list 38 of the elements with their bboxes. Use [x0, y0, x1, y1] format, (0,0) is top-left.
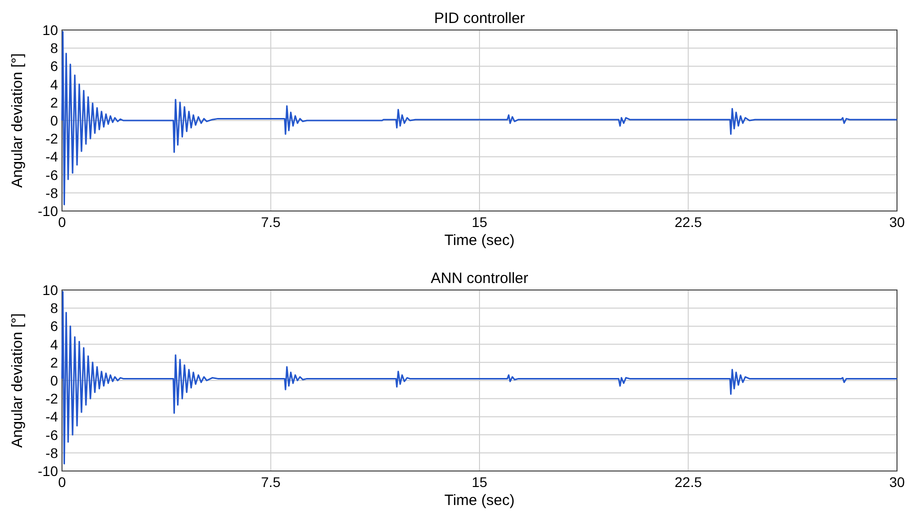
y-tick-label: -6: [46, 166, 58, 183]
y-tick-label: 6: [50, 58, 58, 74]
y-axis-title: Angular deviation [°]: [9, 313, 26, 448]
y-tick-label: 10: [42, 282, 58, 298]
x-tick-label: 7.5: [261, 474, 281, 490]
y-tick-label: -8: [46, 184, 58, 201]
y-tick-label: 2: [50, 354, 58, 370]
y-tick-label: -8: [46, 444, 58, 461]
y-tick-label: 0: [50, 112, 58, 128]
x-tick-label: 7.5: [261, 214, 281, 230]
y-axis-title: Angular deviation [°]: [9, 53, 26, 188]
line-series: [61, 31, 898, 206]
x-tick-label: 15: [472, 474, 488, 490]
y-tick-label: -4: [46, 408, 58, 425]
y-tick-label: 8: [50, 40, 58, 56]
y-tick-label: -10: [38, 203, 58, 219]
line-series: [61, 291, 898, 465]
x-tick-label: 30: [889, 214, 905, 230]
y-tick-label: -2: [46, 390, 58, 407]
y-tick-label: 10: [42, 22, 58, 38]
y-tick-label: 6: [50, 318, 58, 334]
y-tick-label: -2: [46, 130, 58, 147]
y-tick-label: -6: [46, 426, 58, 443]
y-tick-label: 2: [50, 94, 58, 110]
x-axis-title: Time (sec): [444, 492, 515, 509]
chart-title: ANN controller: [430, 270, 528, 287]
x-tick-label: 22.5: [674, 474, 702, 490]
x-tick-label: 22.5: [674, 214, 702, 230]
x-axis-title: Time (sec): [444, 232, 515, 249]
y-tick-label: 4: [50, 336, 58, 352]
chart-title: PID controller: [434, 10, 525, 27]
y-tick-label: 0: [50, 372, 58, 388]
x-tick-label: 15: [472, 214, 488, 230]
x-tick-label: 30: [889, 474, 905, 490]
y-tick-label: 8: [50, 300, 58, 316]
y-tick-label: 4: [50, 76, 58, 92]
y-tick-label: -4: [46, 148, 58, 165]
y-tick-label: -10: [38, 463, 58, 479]
